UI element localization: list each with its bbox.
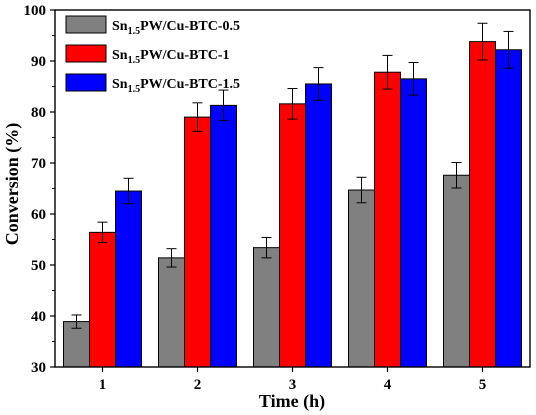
x-tick-label-2: 2 (194, 377, 202, 393)
y-tick-label-30: 30 (31, 360, 46, 376)
bars-layer (63, 41, 522, 368)
legend-swatch-1 (65, 15, 107, 34)
x-tick-label-1: 1 (99, 377, 107, 393)
error-bars-layer (71, 22, 514, 329)
y-tick-label-80: 80 (31, 105, 46, 121)
y-tick-label-100: 100 (24, 3, 47, 19)
x-tick-label-3: 3 (289, 377, 297, 393)
bar-2-4 (374, 71, 401, 368)
y-tick-label-60: 60 (31, 207, 46, 223)
bar-2-5 (469, 41, 496, 368)
bar-3-2 (210, 104, 237, 368)
y-tick-label-70: 70 (31, 156, 46, 172)
legend-swatch-2 (65, 44, 107, 63)
bar-1-3 (253, 247, 280, 368)
bar-3-3 (305, 83, 332, 368)
x-tick-label-4: 4 (384, 377, 392, 393)
y-tick-label-50: 50 (31, 258, 46, 274)
x-axis-title: Time (h) (259, 391, 325, 412)
legend-label-2: Sn1.5PW/Cu-BTC-1 (112, 48, 230, 66)
y-axis-title: Conversion (%) (2, 123, 23, 246)
legend: Sn1.5PW/Cu-BTC-0.5 Sn1.5PW/Cu-BTC-1 Sn1.5P… (65, 15, 240, 95)
legend-label-3: Sn1.5PW/Cu-BTC-1.5 (112, 77, 240, 95)
legend-label-1: Sn1.5PW/Cu-BTC-0.5 (112, 19, 240, 37)
y-tick-label-40: 40 (31, 309, 46, 325)
bar-1-2 (158, 257, 185, 368)
bar-3-1 (115, 190, 142, 368)
bar-3-4 (400, 78, 427, 368)
bar-1-5 (443, 174, 470, 368)
x-tick-label-5: 5 (479, 377, 487, 393)
bar-1-4 (348, 189, 375, 368)
bar-2-1 (89, 231, 116, 368)
bar-3-5 (495, 49, 522, 368)
y-tick-label-90: 90 (31, 54, 46, 70)
legend-swatch-3 (65, 73, 107, 92)
plot-frame (54, 9, 531, 368)
axes-layer: 1 2 3 4 5 30 40 50 60 70 80 90 100 (24, 3, 531, 393)
bar-2-2 (184, 116, 211, 368)
bar-2-3 (279, 103, 306, 368)
bar-1-1 (63, 321, 90, 368)
